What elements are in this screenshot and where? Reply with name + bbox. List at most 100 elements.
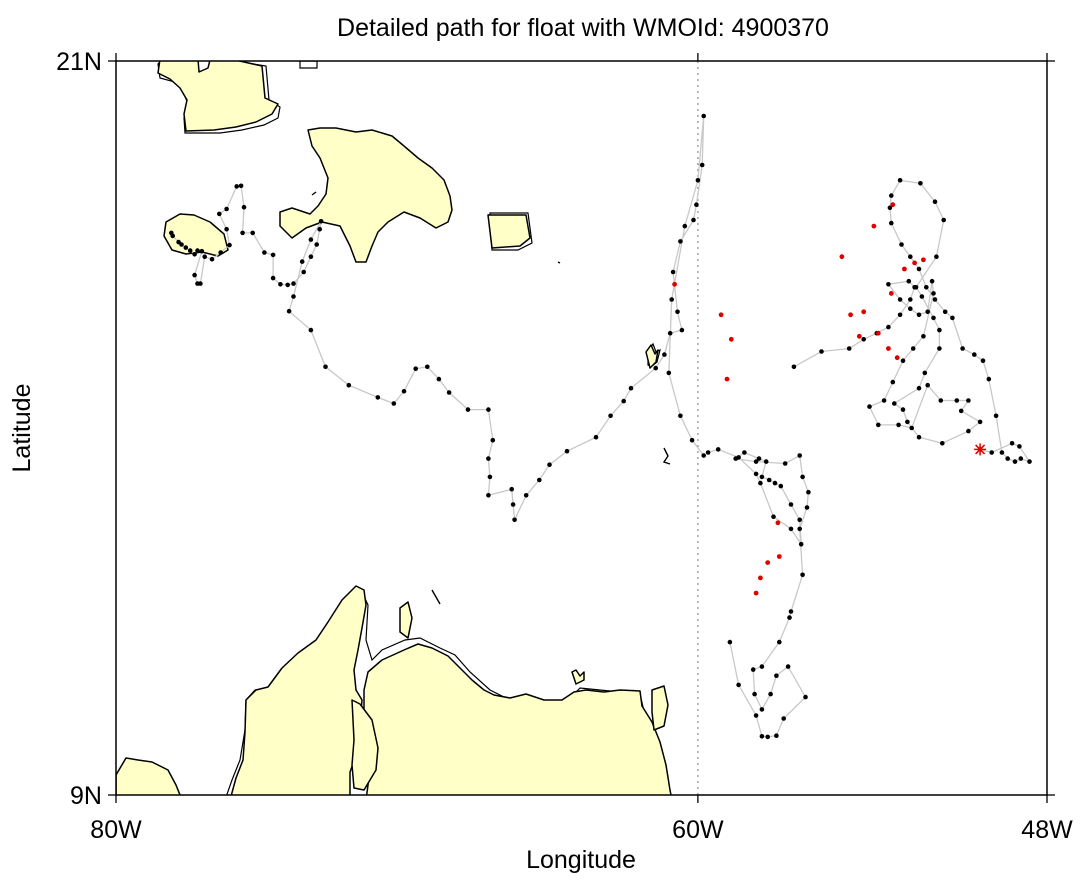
profile-point [679, 327, 685, 333]
orinoco-delta [363, 643, 672, 795]
profile-point [797, 526, 802, 532]
highlighted-profile-point [921, 257, 926, 263]
profile-point [804, 505, 810, 510]
highlighted-profile-point [890, 202, 896, 208]
profile-point [678, 239, 683, 244]
profile-point [446, 390, 452, 395]
profile-point [209, 256, 215, 262]
profile-point [800, 474, 805, 480]
profile-point [797, 453, 802, 458]
profile-point [262, 250, 267, 255]
profile-point [906, 278, 912, 284]
profile-point [187, 248, 193, 253]
profile-point [198, 281, 203, 286]
profile-point [286, 308, 292, 314]
x-tick-label: 60W [672, 816, 724, 844]
profile-point [486, 456, 491, 461]
small-cay-outline [299, 61, 318, 69]
profile-point [916, 266, 922, 272]
profile-point [1027, 459, 1032, 464]
profile-point [925, 309, 930, 315]
profile-point [547, 462, 552, 468]
profile-point [929, 278, 935, 284]
profile-point [897, 312, 903, 318]
profile-point [669, 297, 674, 302]
profile-point [890, 379, 896, 385]
profile-point [192, 252, 197, 257]
profile-point [218, 250, 223, 255]
profile-point [766, 477, 772, 483]
profile-point [240, 230, 245, 236]
last-position-marker [974, 443, 987, 456]
profile-point [787, 615, 792, 620]
profile-point [241, 204, 247, 210]
profile-point [1009, 441, 1015, 446]
profile-point [759, 474, 765, 480]
profile-point [689, 437, 695, 443]
profile-point [908, 306, 913, 312]
map-title: Detailed path for float with WMOId: 4900… [337, 14, 829, 42]
guadeloupe-outline [645, 344, 659, 369]
profile-point [270, 252, 276, 258]
profile-point [925, 382, 930, 388]
profile-point [763, 459, 769, 464]
profile-point [736, 682, 741, 688]
profile-point [881, 398, 887, 403]
profile-point [913, 285, 919, 290]
profile-point [346, 382, 352, 388]
profile-point [486, 407, 491, 412]
highlighted-profile-point [886, 346, 891, 351]
cuba-hispaniola-island [279, 127, 453, 263]
profile-point [932, 297, 938, 302]
land-layer [116, 61, 672, 795]
profile-point [803, 694, 808, 700]
profile-point [756, 456, 762, 461]
profile-point [299, 259, 305, 264]
highlighted-profile-point [753, 590, 759, 596]
trinidad-outline [399, 601, 413, 639]
profile-point [537, 477, 542, 483]
profile-point [202, 254, 207, 259]
profile-point [278, 282, 283, 287]
profile-point [916, 434, 922, 440]
profile-point [937, 327, 942, 333]
y-tick-label: 21N [56, 48, 102, 76]
profile-point [1017, 444, 1022, 449]
profile-point [753, 471, 759, 477]
profile-point [771, 514, 776, 519]
profile-point [183, 245, 189, 250]
profile-point [788, 526, 794, 532]
profile-point [564, 448, 570, 454]
bay-island [351, 699, 379, 791]
profile-point [323, 364, 328, 370]
profile-point [958, 408, 964, 414]
profile-point [892, 401, 897, 406]
y-axis-label: Latitude [8, 384, 36, 473]
profile-point [934, 254, 939, 259]
profile-point [940, 441, 945, 446]
profile-point [753, 459, 759, 464]
highlighted-profile-point [718, 312, 724, 318]
profile-point [941, 217, 946, 223]
highlighted-profile-point [875, 330, 881, 336]
profile-point [1012, 459, 1018, 464]
profile-point [662, 352, 667, 357]
profile-point [413, 366, 419, 372]
profile-point [701, 453, 706, 458]
profile-point [224, 226, 229, 232]
axis-ticks: 80W 60W 48W 21N 9N [56, 48, 1073, 844]
profile-point [308, 237, 314, 242]
profile-point [170, 233, 175, 239]
profile-point [217, 211, 222, 217]
profile-point [908, 254, 913, 259]
profile-point [666, 370, 672, 376]
profile-point [800, 572, 805, 578]
landmasses [116, 61, 672, 795]
profile-point [224, 206, 229, 212]
highlighted-profile-point [888, 291, 894, 296]
profile-point [876, 422, 881, 428]
profile-point [682, 223, 688, 229]
profile-point [950, 315, 955, 321]
profile-point [250, 230, 255, 236]
profile-point [782, 461, 788, 466]
